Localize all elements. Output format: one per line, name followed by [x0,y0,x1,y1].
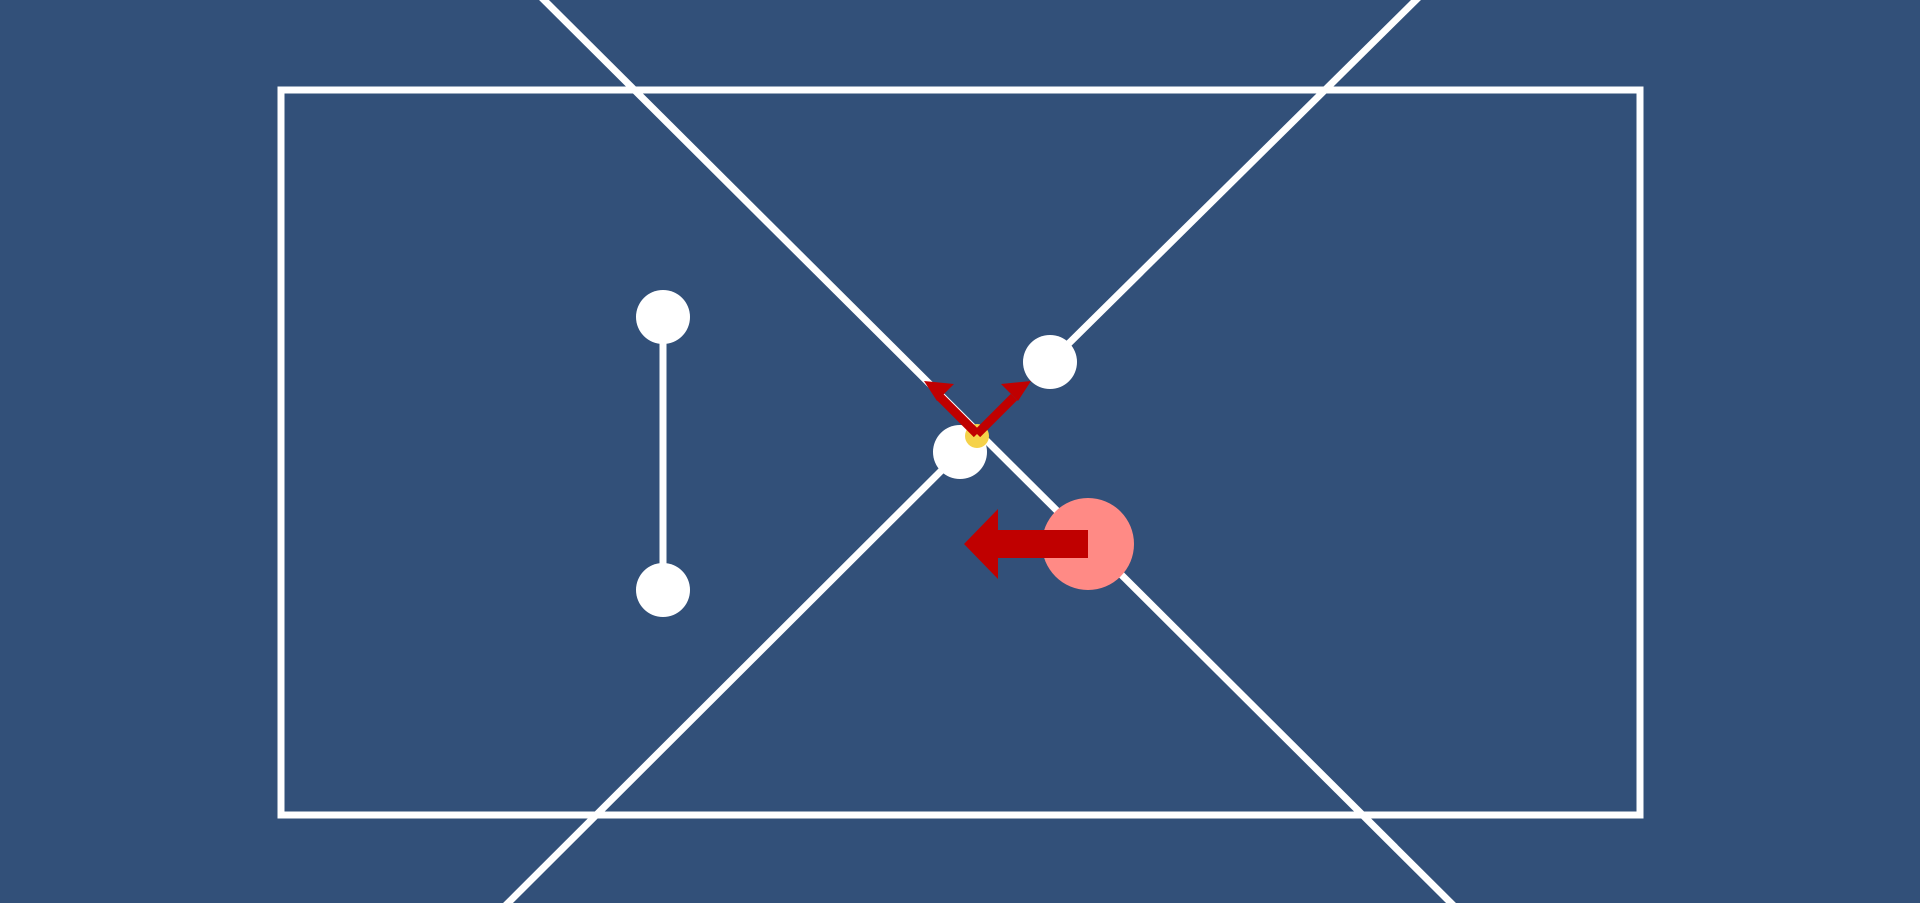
diagonal-line-ascending-lower [503,449,963,903]
move-left-arrow[interactable] [964,509,1088,579]
field-boundary [277,86,1644,819]
segment-top-node[interactable] [636,290,690,344]
diagonal-line-ascending-upper [1047,0,1421,365]
diagonal-up-left-arrow[interactable] [924,381,981,438]
segment-bottom-node[interactable] [636,563,690,617]
diagonal-up-right-arrow[interactable] [973,381,1031,438]
upper-right-node[interactable] [1023,335,1077,389]
diagonal-line-descending [539,0,1456,903]
